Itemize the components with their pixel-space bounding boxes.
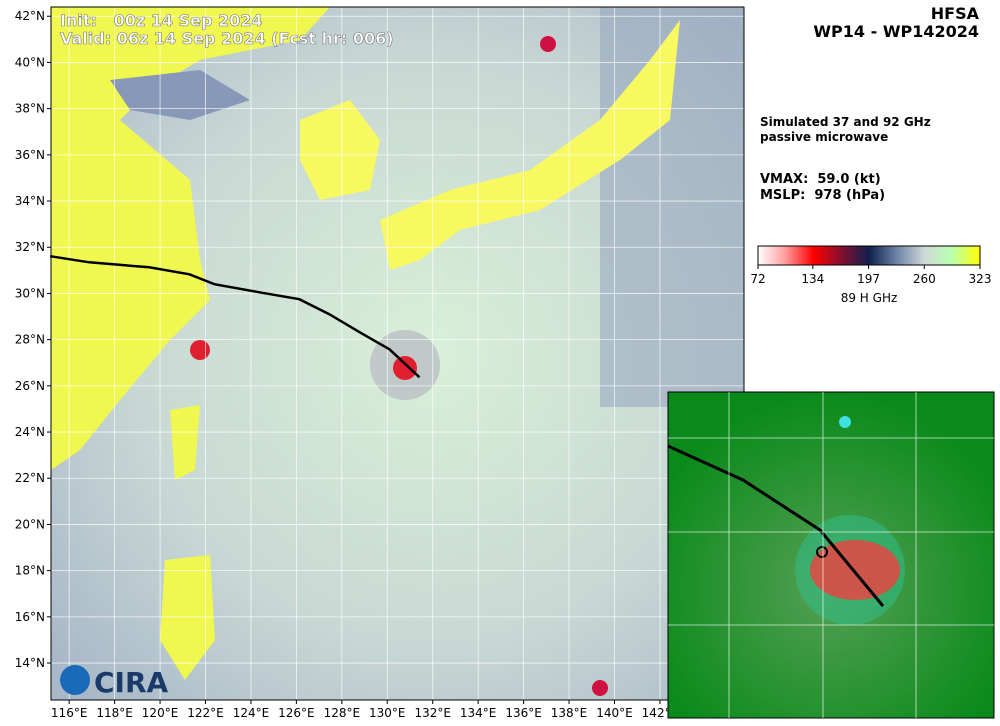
lon-label: 128°E xyxy=(324,706,361,720)
lon-label: 118°E xyxy=(96,706,133,720)
lon-label: 130°E xyxy=(369,706,406,720)
lon-label: 116°E xyxy=(51,706,88,720)
lat-label: 34°N xyxy=(15,194,45,208)
colorbar-tick-label: 134 xyxy=(801,272,824,286)
map-frame xyxy=(50,6,745,701)
lon-label: 136°E xyxy=(505,706,542,720)
colorbar xyxy=(757,245,981,266)
inset xyxy=(667,391,995,719)
lat-label: 22°N xyxy=(15,471,45,485)
mslp: MSLP: 978 (hPa) xyxy=(760,188,885,203)
lon-label: 120°E xyxy=(142,706,179,720)
lat-label: 26°N xyxy=(15,379,45,393)
colorbar-tick-label: 197 xyxy=(857,272,880,286)
init-time: Init: 00z 14 Sep 2024 xyxy=(60,11,263,30)
lon-label: 138°E xyxy=(551,706,588,720)
colorbar-tick-label: 260 xyxy=(913,272,936,286)
lon-label: 132°E xyxy=(414,706,451,720)
storm-track xyxy=(49,254,421,379)
lat-label: 28°N xyxy=(15,333,45,347)
logo: CIRA xyxy=(60,665,169,699)
lat-label: 32°N xyxy=(15,240,45,254)
lat-label: 14°N xyxy=(15,656,45,670)
lon-label: 124°E xyxy=(233,706,270,720)
lat-label: 30°N xyxy=(15,286,45,300)
lat-label: 36°N xyxy=(15,148,45,162)
lon-label: 140°E xyxy=(596,706,633,720)
lat-label: 16°N xyxy=(15,610,45,624)
lat-label: 42°N xyxy=(15,9,45,23)
storm-id: WP14 - WP142024 xyxy=(813,22,979,41)
model-name: HFSA xyxy=(931,4,980,23)
valid-time: Valid: 06z 14 Sep 2024 (Fcst hr: 006) xyxy=(60,29,394,48)
lat-label: 18°N xyxy=(15,564,45,578)
vmax: VMAX: 59.0 (kt) xyxy=(760,172,881,187)
colorbar-tick-label: 72 xyxy=(750,272,765,286)
lon-label: 134°E xyxy=(460,706,497,720)
grid xyxy=(51,7,744,700)
lat-label: 38°N xyxy=(15,102,45,116)
lat-label: 20°N xyxy=(15,517,45,531)
colorbar-tick-label: 323 xyxy=(969,272,992,286)
lon-label: 126°E xyxy=(278,706,315,720)
logo-text: CIRA xyxy=(94,666,169,699)
colorbar-label: 89 H GHz xyxy=(841,291,898,305)
lon-label: 122°E xyxy=(187,706,224,720)
info-line: passive microwave xyxy=(760,130,888,144)
info-line: Simulated 37 and 92 GHz xyxy=(760,115,931,129)
map-image xyxy=(51,7,744,700)
lat-label: 24°N xyxy=(15,425,45,439)
lat-label: 40°N xyxy=(15,55,45,69)
